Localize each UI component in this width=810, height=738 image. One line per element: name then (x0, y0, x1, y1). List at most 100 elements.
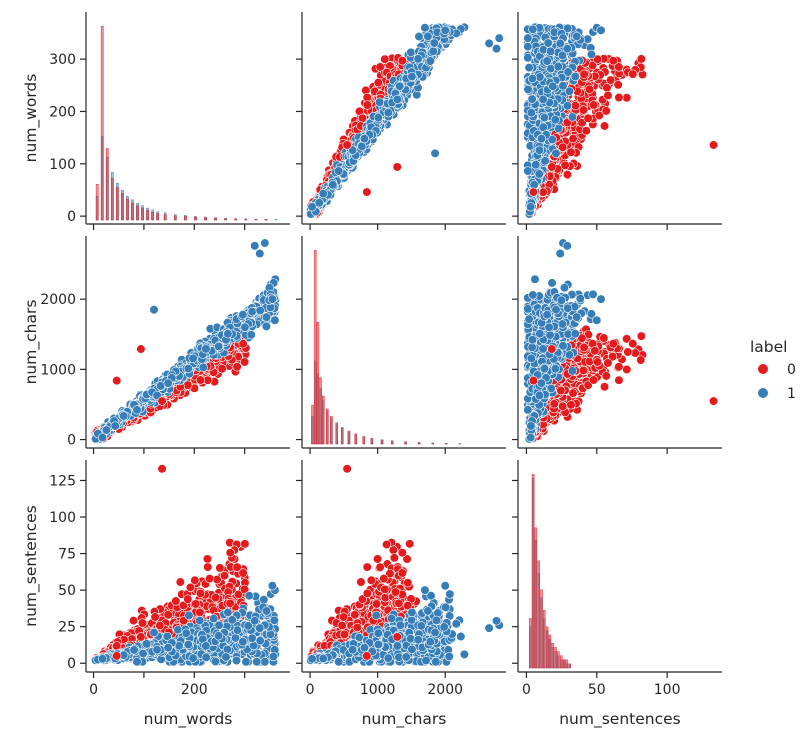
hist-bar-label_0-1 (100, 26, 104, 221)
point-1-1376 (540, 156, 550, 166)
hist-bar-label_0-11 (362, 436, 366, 445)
point-1-1397 (425, 56, 435, 66)
hist-bar-label_0-2 (105, 148, 109, 221)
hist-bar-label_0-9 (141, 207, 144, 221)
point-0-1405 (136, 344, 146, 354)
y-tick-label: 0 (67, 209, 76, 225)
hist-bar-label_0-15 (184, 216, 187, 221)
point-1-1390 (526, 202, 536, 212)
point-0-679 (570, 101, 581, 111)
point-1-1379 (527, 73, 538, 84)
point-0-1406 (528, 187, 539, 197)
hist-bar-label_0-19 (224, 218, 227, 221)
hist-bar-label_0-17 (204, 217, 207, 221)
point-1-1407 (270, 315, 280, 325)
hist-bar-label_0-3 (319, 377, 322, 445)
point-1-1395 (423, 31, 433, 42)
hist-bar-label_0-20 (234, 218, 238, 221)
y-tick-label: 1000 (40, 362, 76, 378)
point-1-1347 (527, 94, 537, 104)
point-1-1184 (406, 47, 416, 57)
hist-bar-label_0-4 (322, 395, 325, 445)
point-0-541 (584, 84, 595, 94)
point-1-1373 (213, 341, 224, 352)
hist-bar-label_0-6 (126, 198, 129, 221)
point-1-1404 (250, 241, 260, 251)
point-0-697 (558, 142, 568, 152)
point-0-1400 (342, 140, 352, 150)
point-1-1377 (545, 46, 556, 56)
point-0-560 (623, 347, 633, 357)
point-1-1229 (562, 101, 573, 111)
panel-num_chars-vs-num_sentences (512, 236, 722, 454)
point-1-1340 (414, 31, 424, 42)
point-1-1276 (523, 41, 533, 52)
point-1-1390 (307, 202, 317, 212)
point-1-1403 (484, 38, 494, 49)
point-1-1374 (413, 54, 423, 64)
point-0-690 (578, 105, 589, 115)
point-1-1239 (523, 33, 533, 43)
point-0-566 (603, 90, 613, 101)
point-1-1374 (240, 322, 250, 332)
point-1-1389 (534, 145, 545, 155)
hist-bar-label_0-14 (390, 440, 394, 445)
point-0-676 (195, 375, 206, 385)
point-1-1332 (383, 108, 393, 118)
hist-bar-label_0-7 (131, 203, 134, 221)
point-1-1385 (536, 134, 547, 144)
hist-bar-label_0-16 (417, 442, 421, 445)
hist-bar-label_0-3 (110, 178, 114, 221)
point-1-1385 (163, 378, 173, 388)
point-1-1377 (428, 46, 438, 56)
point-0-579 (614, 375, 624, 385)
hist-bar-label_0-10 (146, 210, 149, 221)
hist-bar-label_0-16 (194, 216, 197, 221)
point-1-1385 (359, 134, 370, 144)
point-0-401 (581, 126, 591, 136)
point-1-1391 (543, 38, 553, 48)
point-1-1329 (534, 169, 544, 179)
point-0-1400 (708, 140, 719, 150)
hist-bar-label_0-13 (380, 439, 384, 445)
point-0-646 (380, 54, 390, 64)
hist-bar-label_0-0 (95, 184, 99, 221)
hist-bar-label_0-12 (370, 438, 374, 445)
point-1-1399 (407, 71, 417, 82)
point-1-1387 (328, 180, 338, 190)
point-1-1395 (261, 312, 272, 322)
point-0-662 (579, 69, 589, 79)
y-tick-label: 200 (49, 104, 76, 120)
point-1-1384 (357, 141, 367, 151)
point-0-566 (603, 358, 613, 368)
point-1-1408 (596, 25, 606, 35)
point-1-1354 (524, 62, 534, 73)
point-1-1332 (188, 353, 198, 363)
point-1-1333 (531, 160, 541, 170)
point-1-1198 (553, 62, 563, 72)
point-1-1348 (374, 97, 385, 107)
point-1-1401 (149, 305, 159, 315)
point-1-1318 (528, 24, 538, 34)
point-0-185 (562, 170, 573, 180)
panel-num_words-vs-num_chars (296, 12, 506, 230)
point-1-1208 (523, 84, 533, 95)
point-1-1382 (334, 166, 344, 176)
point-1-1408 (267, 294, 277, 304)
point-1-1402 (260, 238, 270, 248)
point-0-121 (622, 364, 632, 375)
y-tick-label: 300 (49, 52, 76, 68)
point-0-522 (606, 75, 616, 85)
point-0-121 (622, 93, 632, 103)
point-1-1391 (255, 305, 265, 316)
point-1-917 (586, 49, 597, 60)
point-0-653 (375, 62, 385, 72)
y-tick-label: 100 (49, 157, 76, 173)
hist-bar-label_1-24 (274, 219, 278, 221)
hist-bar-label_0-22 (254, 219, 258, 221)
point-0-1405 (392, 162, 402, 172)
point-1-1399 (223, 329, 233, 339)
hist-bar-label_0-12 (156, 213, 159, 221)
point-1-1375 (539, 113, 550, 123)
